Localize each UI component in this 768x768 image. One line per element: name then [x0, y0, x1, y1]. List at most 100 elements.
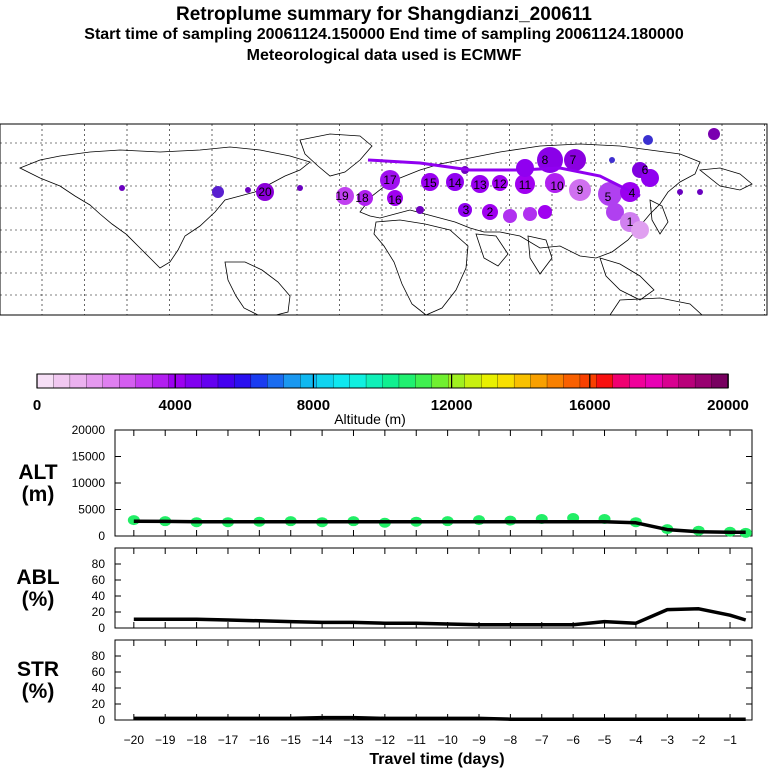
series-line-alt: [133, 519, 746, 535]
y-axis-label: ALT: [18, 461, 57, 484]
colorbar-cell: [497, 373, 515, 389]
plume-day-label: 16: [388, 193, 402, 207]
colorbar-cell: [283, 373, 301, 389]
plume-marker: [446, 173, 464, 191]
x-tick-label: −14: [312, 733, 333, 747]
x-tick-label: −2: [692, 733, 706, 747]
colorbar-cell: [135, 373, 153, 389]
colorbar-cell: [332, 373, 351, 389]
y-tick-label: 40: [92, 589, 106, 603]
x-tick-label: −3: [660, 733, 674, 747]
colorbar-cell: [217, 373, 236, 389]
colorbar-cell: [694, 373, 713, 389]
plume-marker: [119, 185, 125, 191]
plume-day-label: 11: [519, 178, 532, 192]
retroplume-markers: [119, 128, 720, 239]
y-tick-label: 20: [92, 605, 106, 619]
y-tick-label: 5000: [78, 503, 105, 517]
colorbar-cell: [119, 373, 137, 389]
colorbar-cell: [678, 373, 696, 389]
plume-marker: [523, 207, 537, 221]
colorbar-tick-label: 12000: [431, 397, 473, 414]
y-axis-label: ABL: [16, 566, 59, 589]
panel-str: 80 60 40 20 0 STR(%): [17, 639, 753, 727]
plume-day-label: 9: [577, 183, 584, 197]
colorbar-cell: [596, 373, 614, 389]
colorbar-cell: [431, 373, 450, 389]
colorbar-cell: [69, 373, 88, 389]
plume-day-label: 1: [627, 215, 634, 229]
x-tick-label: −9: [472, 733, 486, 747]
x-tick-label: −19: [155, 733, 176, 747]
colorbar-cell: [415, 373, 433, 389]
y-tick-label: 15000: [72, 450, 106, 464]
y-tick-label: 0: [98, 621, 105, 635]
colorbar-cell: [579, 373, 598, 389]
plume-marker: [708, 128, 720, 140]
plume-marker: [641, 169, 659, 187]
plume-marker: [598, 182, 622, 206]
colorbar-cell: [563, 373, 581, 389]
plume-marker: [458, 203, 472, 217]
plume-marker: [421, 173, 439, 191]
plume-marker: [537, 147, 563, 173]
colorbar-cell: [86, 373, 104, 389]
colorbar-tick-label: 0: [33, 397, 41, 414]
colorbar-cell: [629, 373, 647, 389]
plume-day-label: 10: [550, 179, 564, 193]
x-tick-label: −20: [124, 733, 145, 747]
plume-day-label: 8: [542, 153, 549, 167]
plume-day-label: 13: [473, 178, 487, 192]
plume-marker: [336, 187, 354, 205]
colorbar-cell: [300, 373, 318, 389]
sampling-time-line: Start time of sampling 20061124.150000 E…: [84, 26, 684, 43]
colorbar-cell: [36, 373, 55, 389]
colorbar-tick-label: 4000: [159, 397, 192, 414]
y-tick-label: 40: [92, 681, 106, 695]
y-tick-label: 0: [98, 713, 105, 727]
plume-day-label: 2: [487, 205, 494, 219]
x-tick-label: −10: [437, 733, 458, 747]
plume-marker: [697, 189, 703, 195]
altitude-colorbar: 0 4000 8000 12000 16000 20000 Altitude (m): [33, 373, 749, 427]
colorbar-cell: [645, 373, 663, 389]
plume-marker: [471, 175, 489, 193]
colorbar-tick-label: 20000: [707, 397, 749, 414]
y-tick-label: 60: [92, 573, 106, 587]
colorbar-cell: [234, 373, 252, 389]
plume-marker: [297, 185, 303, 191]
plume-marker: [643, 135, 653, 145]
colorbar-cell: [513, 373, 532, 389]
colorbar-cell: [398, 373, 417, 389]
plume-marker: [357, 190, 373, 206]
y-axis-unit: (%): [22, 588, 55, 611]
retroplume-day-labels: 20 19 18 17 16 15 14 13 12 11 10 9 8 7 6 5 4 3 2 1: [258, 153, 648, 229]
plume-marker: [631, 221, 649, 239]
x-tick-label: −6: [566, 733, 580, 747]
colorbar-cell: [365, 373, 384, 389]
colorbar-cell: [201, 373, 219, 389]
plume-day-label: 17: [383, 173, 397, 187]
panel-alt: 20000 15000 10000 5000 0 ALT(m): [18, 423, 753, 543]
series-line-str: [133, 715, 746, 721]
x-axis-label: Travel time (days): [369, 751, 504, 768]
x-tick-label: −8: [504, 733, 518, 747]
colorbar-tick-label: 16000: [569, 397, 611, 414]
y-axis-unit: (m): [22, 483, 55, 506]
plume-day-label: 7: [570, 153, 577, 167]
coastlines: [19, 133, 753, 316]
plume-marker: [516, 159, 534, 177]
plume-day-label: 5: [605, 190, 612, 204]
y-tick-label: 60: [92, 665, 106, 679]
colorbar-cell: [612, 373, 631, 389]
y-axis-label: STR: [17, 658, 59, 681]
x-tick-label: −17: [218, 733, 239, 747]
plume-day-label: 4: [629, 186, 636, 200]
map-panel: 20 19 18 17 16 15 14 13 12 11 10 9 8 7 6 5 4 3 2 1: [0, 123, 768, 316]
colorbar-cell: [448, 373, 466, 389]
panel-frame: [114, 547, 753, 629]
colorbar-cell: [267, 373, 285, 389]
alt-scatter-point: [739, 527, 752, 538]
map-gridlines: [0, 124, 767, 315]
